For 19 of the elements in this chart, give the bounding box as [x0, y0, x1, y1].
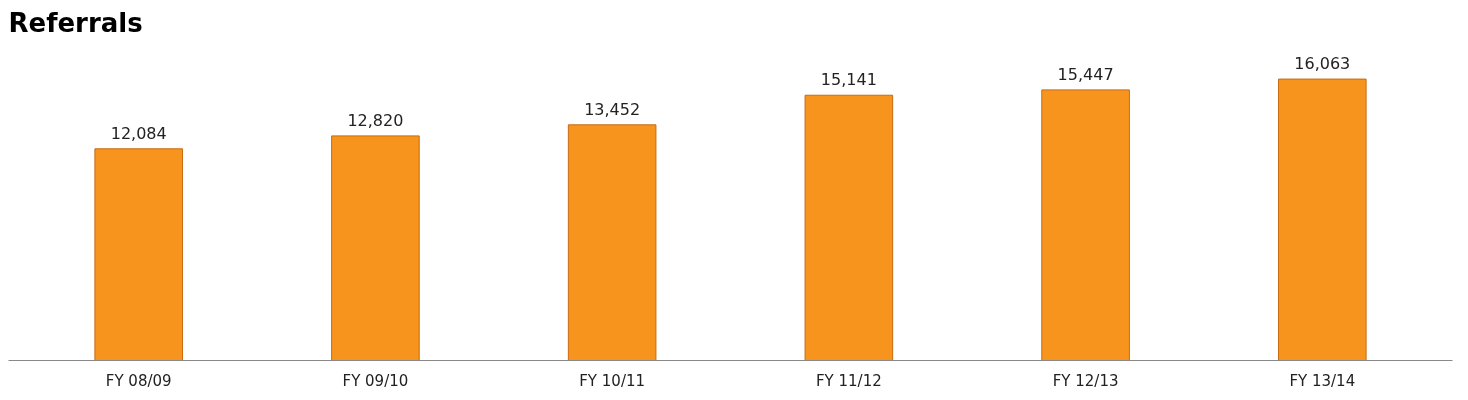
chart-title: Referrals	[8, 7, 143, 38]
data-label: 12,820	[347, 110, 404, 130]
x-tick-label: FY 11/12	[815, 371, 882, 390]
data-label: 15,447	[1057, 64, 1114, 84]
x-tick-label: FY 08/09	[105, 371, 172, 390]
bar	[804, 94, 894, 361]
bar	[331, 135, 420, 361]
bar	[94, 148, 183, 361]
x-tick-label: FY 10/11	[579, 371, 646, 390]
x-tick-label: FY 12/13	[1052, 371, 1119, 390]
data-label: 13,452	[584, 99, 641, 119]
x-tick-label: FY 09/10	[342, 371, 409, 390]
x-tick-label: FY 13/14	[1289, 371, 1356, 390]
data-label: 12,084	[110, 123, 167, 143]
bar	[1041, 89, 1130, 361]
data-label: 16,063	[1294, 54, 1351, 74]
bar	[1278, 78, 1367, 361]
data-label: 15,141	[820, 70, 877, 90]
bar	[567, 124, 657, 361]
